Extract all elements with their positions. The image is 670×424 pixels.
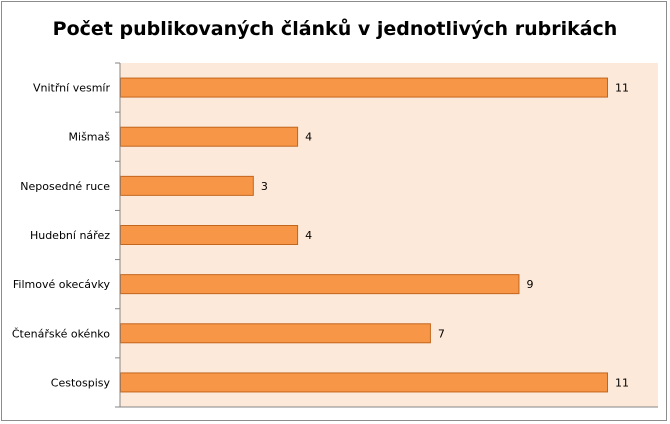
bar — [120, 126, 299, 147]
bar — [120, 323, 431, 344]
category-label: Hudební nářez — [30, 229, 110, 242]
bar — [120, 225, 299, 245]
bar — [120, 175, 254, 196]
bars-layer — [115, 62, 608, 408]
bar — [120, 372, 608, 393]
data-label: 4 — [305, 131, 312, 144]
category-label: Čtenářské okénko — [12, 327, 110, 340]
data-label: 9 — [526, 278, 533, 291]
chart-title: Počet publikovaných článků v jednotlivýc… — [52, 18, 618, 40]
category-label: Filmové okecávky — [13, 278, 111, 291]
data-label: 7 — [438, 327, 445, 340]
category-label: Neposedné ruce — [20, 180, 110, 193]
bar — [120, 274, 520, 295]
data-label: 3 — [261, 180, 268, 193]
labels-layer: Vnitřní vesmír 11 Mišmaš 4 Neposedné ruce 3 Hu… — [12, 82, 629, 390]
data-label: 11 — [615, 82, 629, 95]
category-label: Vnitřní vesmír — [33, 82, 110, 95]
data-label: 4 — [305, 229, 312, 242]
bar — [120, 77, 608, 98]
category-label: Cestospisy — [51, 376, 111, 389]
category-label: Mišmaš — [69, 131, 111, 144]
data-label: 11 — [615, 376, 629, 389]
